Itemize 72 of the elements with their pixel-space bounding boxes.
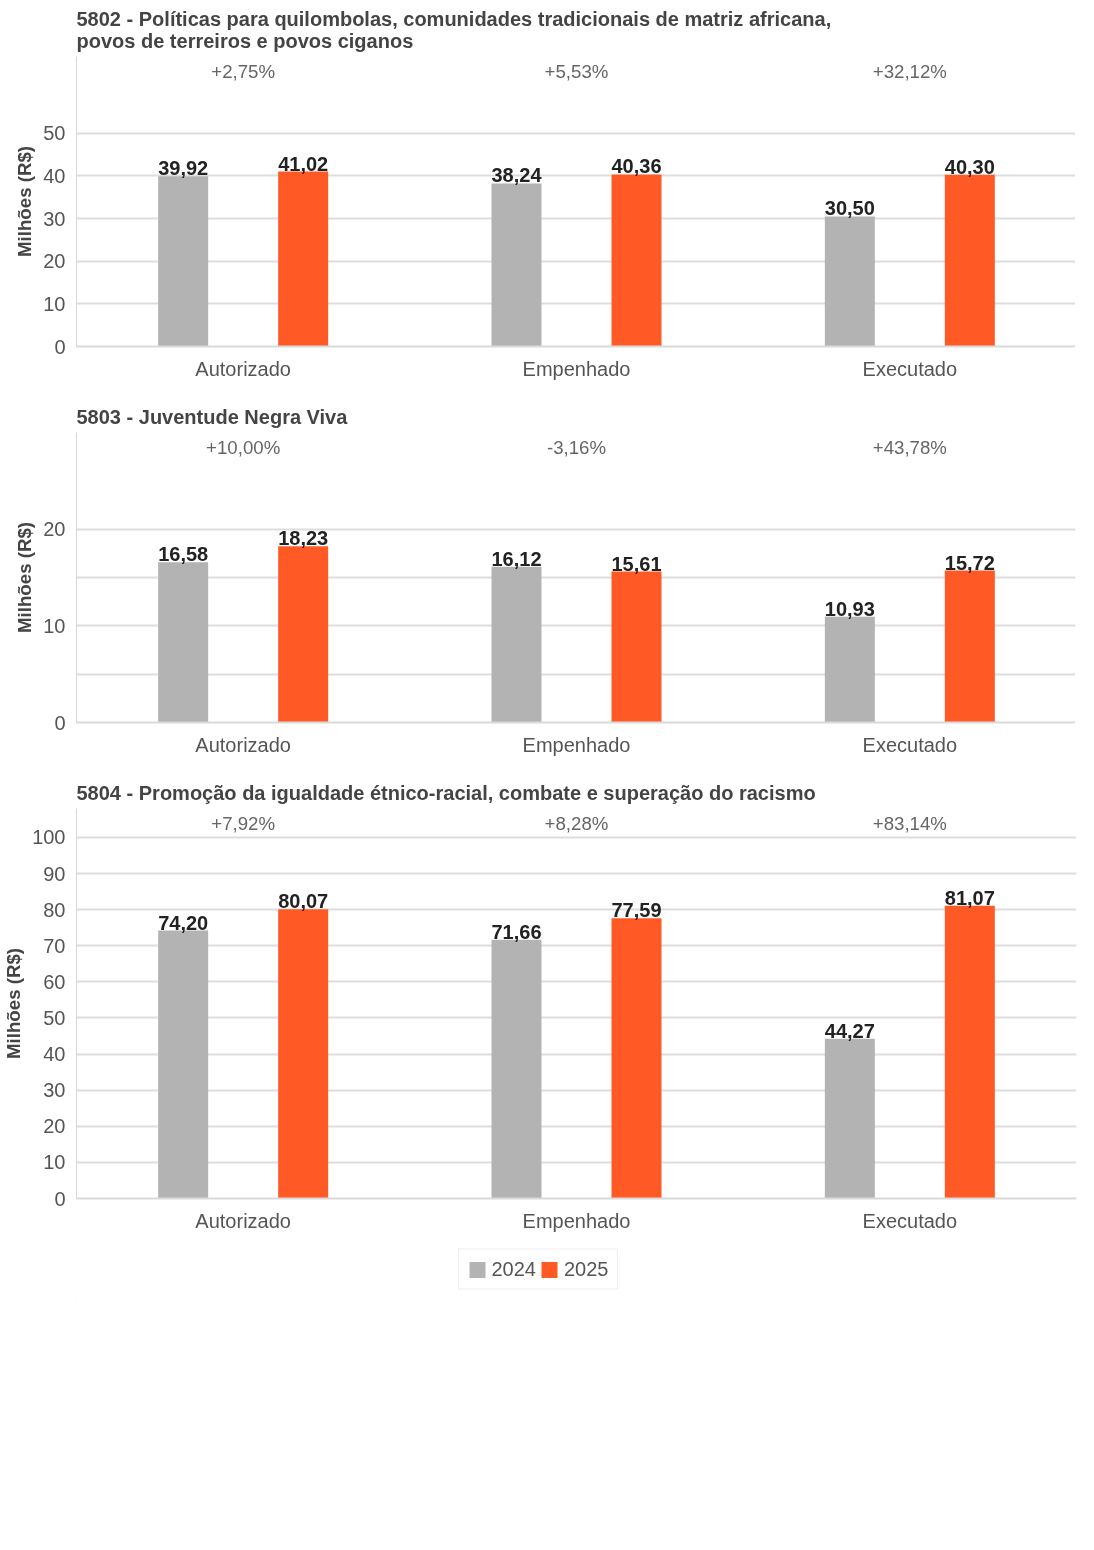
x-tick-label: Empenhado	[522, 1209, 631, 1232]
data-label: 10,93	[824, 597, 875, 620]
x-tick-label: Empenhado	[522, 733, 631, 756]
annotation: +2,75%	[211, 60, 276, 82]
bar	[278, 909, 329, 1199]
y-tick-label: 0	[54, 711, 66, 734]
y-tick-label: 60	[43, 970, 66, 993]
data-label: 16,58	[158, 543, 209, 566]
y-axis-title: Milhões (R$)	[14, 522, 36, 633]
y-tick-label: 30	[43, 207, 66, 230]
annotation: -3,16%	[546, 436, 607, 458]
y-tick-label: 40	[43, 1043, 66, 1066]
bar	[158, 176, 209, 347]
data-label: 15,61	[611, 552, 662, 575]
y-tick-label: 10	[43, 614, 66, 637]
chart-title: 5803 - Juventude Negra Viva	[76, 405, 349, 428]
y-tick-label: 30	[43, 1079, 66, 1102]
x-tick-label: Autorizado	[195, 357, 291, 380]
data-label: 74,20	[158, 911, 209, 934]
y-tick-label: 20	[43, 518, 66, 541]
data-label: 16,12	[491, 547, 542, 570]
y-tick-label: 10	[43, 1151, 66, 1174]
annotation: +43,78%	[872, 436, 947, 458]
data-label: 38,24	[491, 164, 543, 187]
y-tick-label: 0	[54, 335, 66, 358]
bar	[824, 216, 875, 347]
y-tick-label: 0	[54, 1187, 66, 1210]
data-label: 71,66	[491, 920, 542, 943]
data-label: 80,07	[278, 890, 329, 913]
x-tick-label: Executado	[862, 357, 958, 380]
x-tick-label: Empenhado	[522, 357, 631, 380]
data-label: 30,50	[824, 197, 875, 220]
y-axis-title: Milhões (R$)	[3, 948, 25, 1059]
legend-label: 2025	[564, 1257, 609, 1281]
data-label: 18,23	[278, 527, 329, 550]
y-axis-title: Milhões (R$)	[14, 146, 36, 257]
data-label: 44,27	[824, 1019, 875, 1042]
y-tick-label: 50	[43, 122, 66, 145]
data-label: 77,59	[611, 899, 662, 922]
chart-title: 5802 - Políticas para quilombolas, comunidades tradicionais de matriz africana, povos de terreiros e povos ciganos	[76, 7, 832, 52]
data-label: 40,30	[944, 155, 995, 178]
data-label: 15,72	[944, 551, 995, 574]
y-tick-label: 40	[43, 164, 66, 187]
data-label: 39,92	[158, 157, 209, 180]
data-label: 41,02	[278, 152, 329, 175]
data-label: 40,36	[611, 155, 662, 178]
x-tick-label: Executado	[862, 1209, 958, 1232]
annotation: +83,14%	[872, 812, 947, 834]
annotation: +7,92%	[211, 812, 276, 834]
y-tick-label: 100	[32, 826, 66, 849]
y-tick-label: 90	[43, 862, 66, 885]
bar	[491, 183, 542, 347]
y-tick-label: 70	[43, 934, 66, 957]
y-tick-label: 20	[43, 1115, 66, 1138]
y-tick-label: 50	[43, 1006, 66, 1029]
y-tick-label: 10	[43, 292, 66, 315]
y-tick-label: 20	[43, 250, 66, 273]
bar	[611, 174, 662, 347]
x-tick-label: Autorizado	[195, 733, 291, 756]
annotation: +5,53%	[544, 60, 609, 82]
annotation: +32,12%	[872, 60, 947, 82]
x-tick-label: Executado	[862, 733, 958, 756]
bar	[158, 562, 209, 723]
legend-label: 2024	[491, 1257, 536, 1281]
annotation: +10,00%	[206, 436, 281, 458]
bar	[278, 546, 329, 723]
x-tick-label: Autorizado	[195, 1209, 291, 1232]
chart-title: 5804 - Promoção da igualdade étnico-racial, combate e superação do racismo	[76, 781, 816, 804]
annotation: +8,28%	[544, 812, 609, 834]
bar	[611, 918, 662, 1199]
y-tick-label: 80	[43, 898, 66, 921]
data-label: 81,07	[944, 886, 995, 909]
